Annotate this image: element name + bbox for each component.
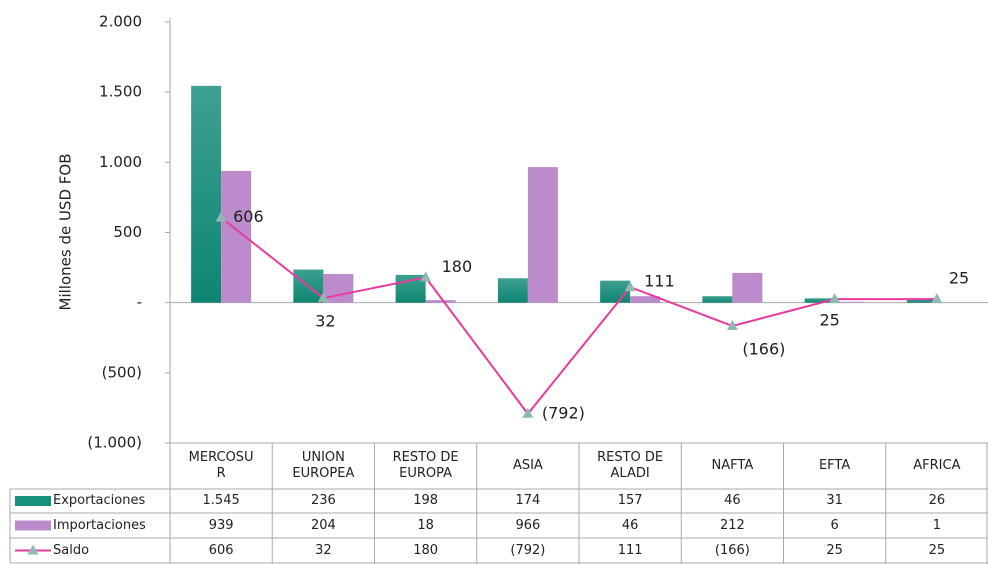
bar	[323, 274, 354, 303]
category-label: MERCOSU R	[188, 450, 254, 481]
bar	[497, 278, 528, 303]
table-value: 1	[932, 517, 942, 533]
category-label: UNION EUROPEA	[292, 450, 355, 481]
legend-key	[27, 544, 39, 555]
marker	[522, 407, 534, 418]
marker	[317, 292, 329, 303]
category-label: AFRICA	[913, 458, 961, 474]
marker	[420, 271, 432, 282]
data-label: 606	[233, 207, 264, 226]
category-label: EFTA	[818, 458, 851, 474]
category-label: RESTO DE EUROPA	[392, 450, 459, 481]
y-tick-label: (500)	[102, 363, 142, 381]
table-value: 174	[515, 493, 541, 509]
bar	[191, 85, 222, 303]
y-tick-label: -	[137, 293, 142, 311]
table-value: 18	[417, 517, 434, 533]
bar	[906, 299, 937, 303]
line	[220, 216, 937, 416]
table-value: 180	[413, 542, 439, 558]
table-value: 25	[826, 542, 843, 558]
category-label: ASIA	[512, 458, 543, 474]
data-label: 25	[949, 269, 969, 288]
data-label: 32	[315, 312, 335, 331]
y-axis-label: Millones de USD FOB	[57, 153, 75, 310]
table-value: 31	[826, 493, 843, 509]
y-tick-label: 1.500	[99, 83, 142, 101]
data-label: 25	[819, 311, 839, 330]
table-value: 46	[621, 517, 639, 533]
table-value: 1.545	[202, 493, 240, 509]
bar	[702, 296, 733, 303]
legend-label: Importaciones	[53, 517, 146, 533]
marker	[931, 293, 943, 304]
legend-label: Exportaciones	[53, 493, 146, 509]
y-tick-label: 1.000	[99, 153, 142, 171]
table-value: (792)	[510, 542, 546, 558]
table-value: 111	[617, 542, 643, 558]
marker	[726, 319, 738, 330]
table-value: (166)	[714, 542, 750, 558]
marker	[624, 281, 636, 292]
bar	[732, 272, 763, 303]
data-label: 180	[442, 257, 473, 276]
marker	[215, 211, 227, 222]
legend-key	[15, 496, 51, 506]
legend-key	[15, 520, 51, 531]
data-label: (792)	[542, 403, 585, 422]
table-value: 198	[413, 493, 439, 509]
table-value: 6	[830, 517, 839, 533]
bar	[630, 296, 661, 303]
table-value: 939	[208, 517, 234, 533]
table-value: 157	[617, 493, 643, 509]
table-value: 606	[208, 542, 234, 558]
y-tick-label: 2.000	[99, 13, 142, 31]
table-value: 26	[928, 493, 946, 509]
table-value: 46	[724, 493, 741, 509]
table-value: 966	[515, 517, 541, 533]
category-label: NAFTA	[711, 458, 754, 474]
bar	[834, 301, 865, 303]
table-value: 212	[719, 517, 745, 533]
data-label: 111	[644, 272, 675, 291]
table-value: 204	[310, 517, 336, 533]
table-value: 236	[310, 493, 336, 509]
category-label: RESTO DE ALADI	[597, 450, 664, 481]
data-label: (166)	[742, 339, 785, 358]
bar	[527, 167, 558, 303]
table-value: 32	[315, 542, 332, 558]
y-tick-label: 500	[113, 223, 142, 241]
y-tick-label: (1.000)	[87, 434, 142, 452]
table-value: 25	[928, 542, 946, 558]
bar	[804, 298, 835, 303]
bar	[425, 300, 456, 303]
legend-label: Saldo	[53, 542, 90, 558]
marker	[829, 293, 841, 304]
